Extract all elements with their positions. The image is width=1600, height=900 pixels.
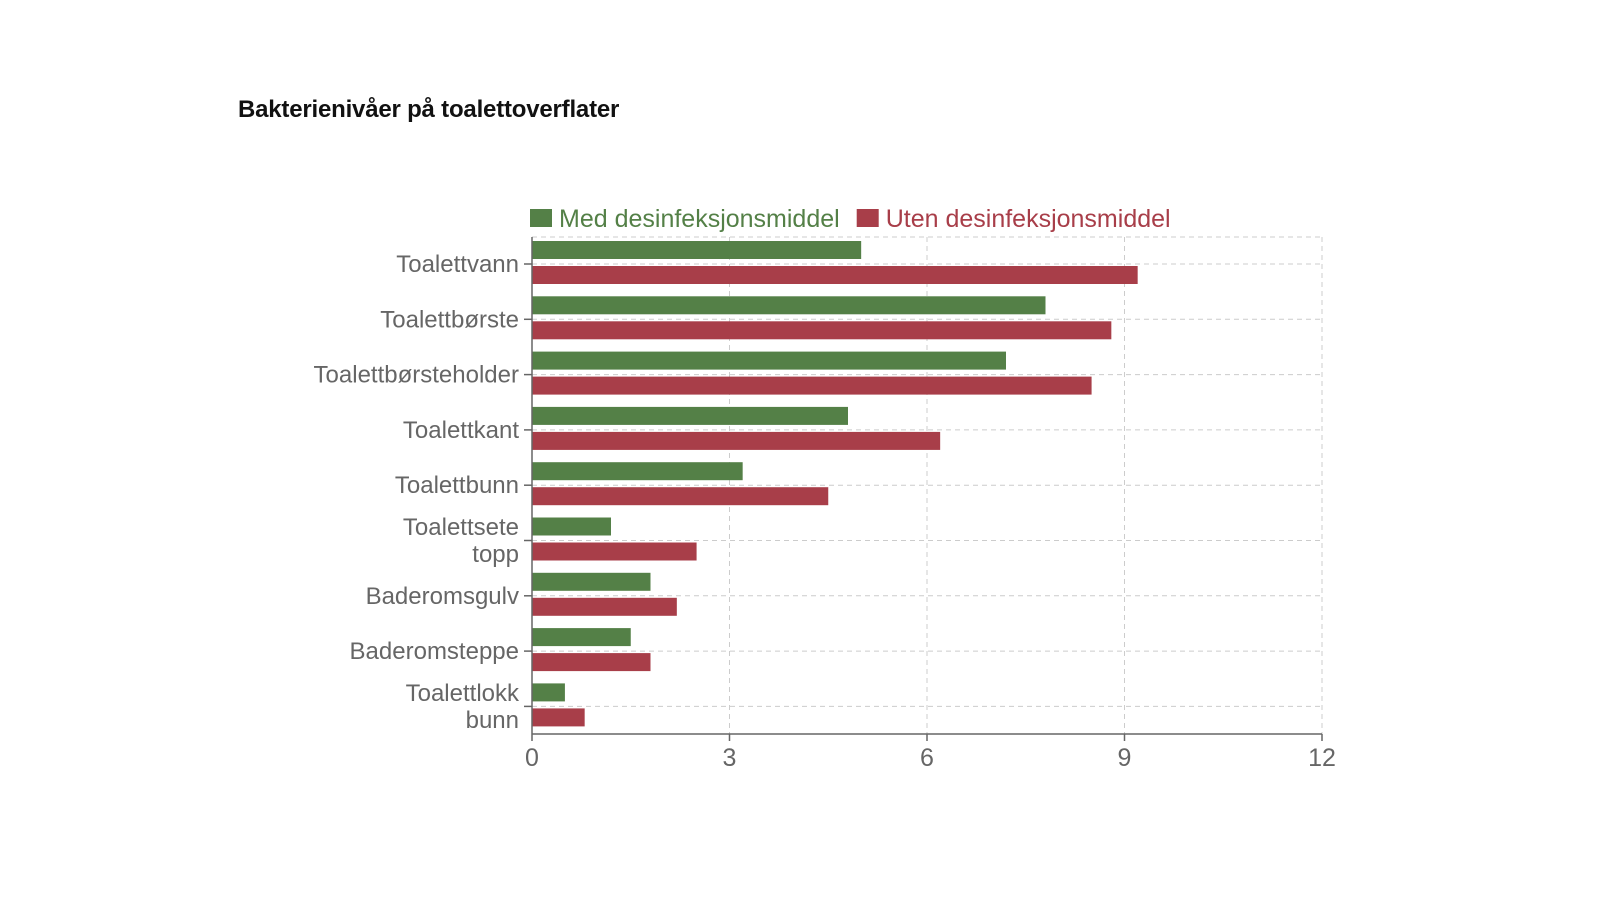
x-tick-label: 3 — [723, 744, 737, 772]
bar-uten-desinfeksjonsmiddel — [532, 431, 941, 450]
category-label: Baderomsteppe — [350, 638, 519, 665]
category-label: Toalettbunn — [395, 472, 519, 499]
category-label: Toalettkant — [403, 417, 519, 444]
bar-uten-desinfeksjonsmiddel — [532, 321, 1112, 340]
x-tick-label: 0 — [525, 744, 539, 772]
bar-med-desinfeksjonsmiddel — [532, 241, 862, 259]
bar-uten-desinfeksjonsmiddel — [532, 376, 1092, 395]
category-label: bunn — [466, 707, 519, 734]
legend-swatch — [530, 209, 552, 227]
bars — [532, 241, 1138, 727]
bar-med-desinfeksjonsmiddel — [532, 406, 848, 425]
bar-med-desinfeksjonsmiddel — [532, 351, 1006, 370]
legend-label: Med desinfeksjonsmiddel — [559, 205, 840, 233]
bar-uten-desinfeksjonsmiddel — [532, 708, 585, 727]
bar-med-desinfeksjonsmiddel — [532, 517, 611, 536]
category-label: Toalettvann — [396, 251, 519, 278]
category-label: Baderomsgulv — [366, 583, 519, 610]
bar-med-desinfeksjonsmiddel — [532, 683, 565, 702]
legend: Med desinfeksjonsmiddel Uten desinfeksjon… — [530, 205, 1171, 233]
grid-lines — [532, 236, 1323, 734]
category-label: Toalettbørste — [380, 306, 519, 333]
bar-uten-desinfeksjonsmiddel — [532, 597, 677, 616]
bar-med-desinfeksjonsmiddel — [532, 462, 743, 481]
category-label: topp — [472, 541, 519, 568]
category-labels: Toalettvann Toalettbørste Toalettbørstehol… — [314, 251, 520, 734]
bar-med-desinfeksjonsmiddel — [532, 572, 651, 591]
bar-uten-desinfeksjonsmiddel — [532, 542, 697, 561]
category-label: Toalettlokk — [406, 680, 520, 707]
legend-label: Uten desinfeksjonsmiddel — [886, 205, 1171, 233]
x-tick-labels: 0 3 6 9 12 — [525, 744, 1336, 772]
x-tick-label: 9 — [1118, 744, 1132, 772]
x-tick-label: 6 — [920, 744, 934, 772]
bar-med-desinfeksjonsmiddel — [532, 628, 631, 647]
bar-uten-desinfeksjonsmiddel — [532, 487, 829, 506]
bar-uten-desinfeksjonsmiddel — [532, 653, 651, 672]
bar-med-desinfeksjonsmiddel — [532, 296, 1046, 315]
legend-swatch — [856, 209, 879, 227]
x-tick-label: 12 — [1308, 744, 1336, 772]
category-label: Toalettsete — [403, 514, 519, 541]
axes — [524, 237, 1323, 741]
chart-title: Bakterienivåer på toalettoverflater — [238, 96, 620, 123]
bar-uten-desinfeksjonsmiddel — [532, 266, 1138, 284]
category-label: Toalettbørsteholder — [314, 362, 519, 389]
